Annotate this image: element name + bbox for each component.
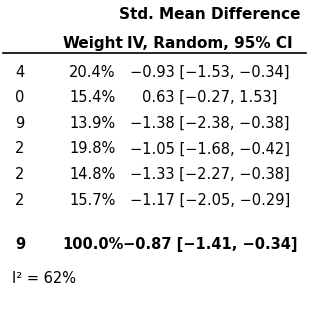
Text: 0.63 [−0.27, 1.53]: 0.63 [−0.27, 1.53] <box>142 90 277 105</box>
Text: 100.0%: 100.0% <box>62 237 123 252</box>
Text: 19.8%: 19.8% <box>69 141 116 156</box>
Text: 0: 0 <box>15 90 25 105</box>
Text: −1.38 [−2.38, −0.38]: −1.38 [−2.38, −0.38] <box>130 116 290 131</box>
Text: I² = 62%: I² = 62% <box>12 271 76 286</box>
Text: 4: 4 <box>15 65 25 79</box>
Text: 14.8%: 14.8% <box>69 167 116 182</box>
Text: 2: 2 <box>15 141 25 156</box>
Text: 2: 2 <box>15 167 25 182</box>
Text: 9: 9 <box>15 237 25 252</box>
Text: −0.93 [−1.53, −0.34]: −0.93 [−1.53, −0.34] <box>130 65 290 79</box>
Text: 20.4%: 20.4% <box>69 65 116 79</box>
Text: 15.7%: 15.7% <box>69 193 116 207</box>
Text: Weight: Weight <box>62 36 123 51</box>
Text: 2: 2 <box>15 193 25 207</box>
Text: Std. Mean Difference: Std. Mean Difference <box>119 7 300 22</box>
Text: −1.05 [−1.68, −0.42]: −1.05 [−1.68, −0.42] <box>130 141 290 156</box>
Text: −0.87 [−1.41, −0.34]: −0.87 [−1.41, −0.34] <box>123 237 297 252</box>
Text: 13.9%: 13.9% <box>69 116 116 131</box>
Text: 9: 9 <box>15 116 25 131</box>
Text: −1.33 [−2.27, −0.38]: −1.33 [−2.27, −0.38] <box>130 167 290 182</box>
Text: IV, Random, 95% CI: IV, Random, 95% CI <box>127 36 293 51</box>
Text: −1.17 [−2.05, −0.29]: −1.17 [−2.05, −0.29] <box>130 193 290 207</box>
Text: 15.4%: 15.4% <box>69 90 116 105</box>
